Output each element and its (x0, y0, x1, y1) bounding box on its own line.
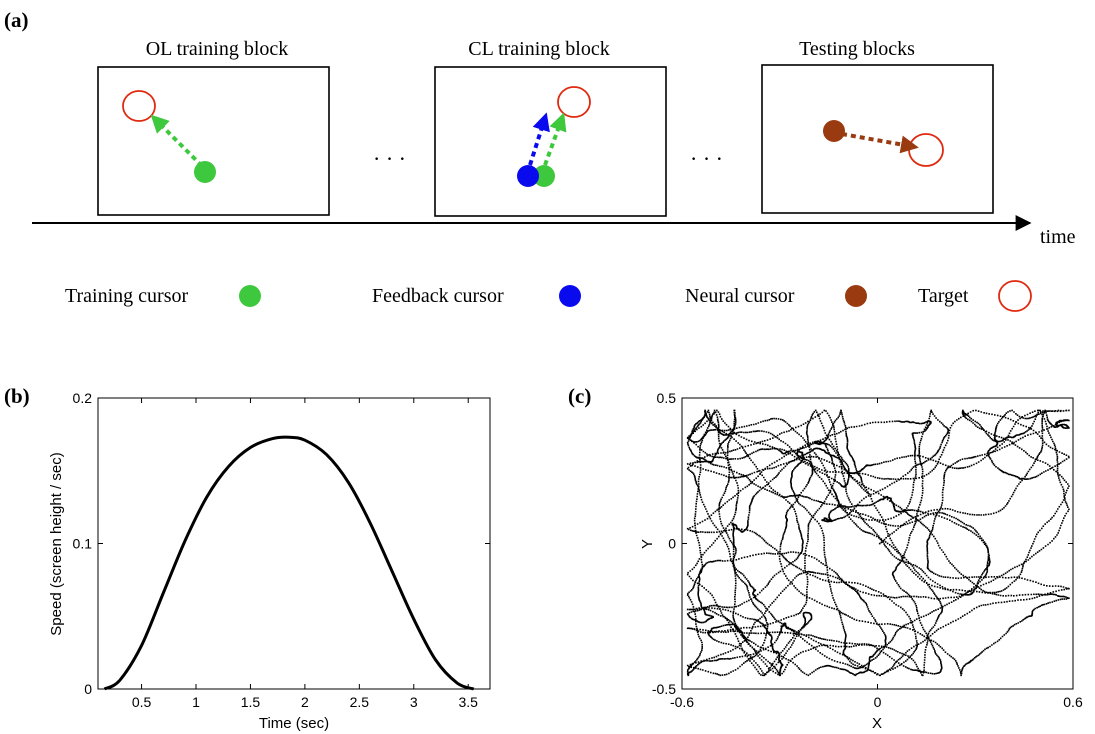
testing-block-title: Testing blocks (799, 38, 915, 60)
testing-neural-cursor (823, 120, 845, 142)
panel-c: (c) -0.6 0 0.6 -0.5 0 0.5 X Y (568, 384, 1083, 732)
panel-b-xtick-label: 0.5 (132, 694, 152, 710)
legend-target-swatch (998, 280, 1032, 312)
ellipsis-1: · · · (373, 146, 406, 171)
trajectory-point-cloud (686, 409, 1070, 677)
ol-block-screen (97, 66, 330, 216)
panel-c-label: (c) (568, 384, 591, 408)
legend-training-swatch (239, 285, 261, 307)
ol-target-ring (122, 90, 156, 122)
panel-b-xtick-label: 2 (301, 694, 309, 710)
panel-b-ytick-label: 0 (84, 681, 92, 697)
legend-training-label: Training cursor (65, 285, 188, 307)
testing-neural-arrow (841, 132, 919, 154)
legend-feedback-label: Feedback cursor (372, 285, 504, 307)
panel-c-xtick-label: -0.6 (670, 694, 694, 710)
panel-c-xtick-label: 0 (874, 694, 882, 710)
time-label: time (1040, 226, 1076, 248)
panel-b-xtick-label: 3 (410, 694, 418, 710)
ellipsis-2: · · · (690, 146, 723, 171)
panel-b-xtick-label: 1 (192, 694, 200, 710)
cl-feedback-cursor (517, 165, 539, 187)
panel-b-xtick-label: 3.5 (458, 694, 478, 710)
legend-target-label: Target (918, 285, 969, 307)
cl-block-title: CL training block (468, 38, 609, 60)
panel-c-xtick-label: 0.6 (1063, 694, 1083, 710)
trajectory-points (686, 409, 1070, 677)
ol-block-title: OL training block (146, 38, 289, 60)
panel-b-xtick-label: 1.5 (241, 694, 261, 710)
panel-c-ytick-label: 0.5 (657, 390, 677, 406)
ol-training-arrow (150, 114, 204, 168)
panel-b-ytick-label: 0.1 (73, 536, 93, 552)
cl-training-cursor (533, 165, 555, 187)
panel-c-ylabel: Y (639, 539, 656, 549)
testing-target-ring (908, 133, 944, 167)
cl-block-screen (434, 66, 667, 217)
cl-feedback-arrow (528, 112, 550, 166)
cl-target-ring (557, 86, 591, 118)
legend-neural-swatch (845, 285, 867, 307)
panel-c-ytick-label: 0 (668, 536, 676, 552)
panel-b-ytick-label: 0.2 (73, 390, 93, 406)
panel-b-ticks: 0.5 1 1.5 2 2.5 3 3.5 0 0.1 0.2 (73, 390, 490, 710)
legend-neural-label: Neural cursor (685, 285, 795, 307)
panel-c-xlabel: X (872, 715, 882, 732)
panel-b-xtick-label: 2.5 (350, 694, 370, 710)
panel-c-ticks: -0.6 0 0.6 -0.5 0 0.5 (652, 390, 1083, 710)
legend-feedback-swatch (559, 285, 581, 307)
cl-training-arrow (543, 112, 567, 166)
panel-b: (b) 0.5 1 1.5 2 2.5 3 3.5 0 0.1 0.2 Time (sec) Sp… (4, 384, 491, 732)
panel-b-axes-box (97, 397, 491, 690)
panel-a-label: (a) (4, 8, 29, 32)
panel-c-ytick-label: -0.5 (652, 681, 676, 697)
ol-training-cursor (194, 161, 216, 183)
testing-block-screen (761, 64, 994, 214)
panel-b-label: (b) (4, 384, 30, 408)
panel-b-xlabel: Time (sec) (259, 715, 329, 732)
panel-a: (a) OL training block CL training block … (4, 8, 1076, 312)
speed-profile-line (103, 435, 475, 691)
panel-b-ylabel: Speed (screen height / sec) (48, 452, 65, 635)
